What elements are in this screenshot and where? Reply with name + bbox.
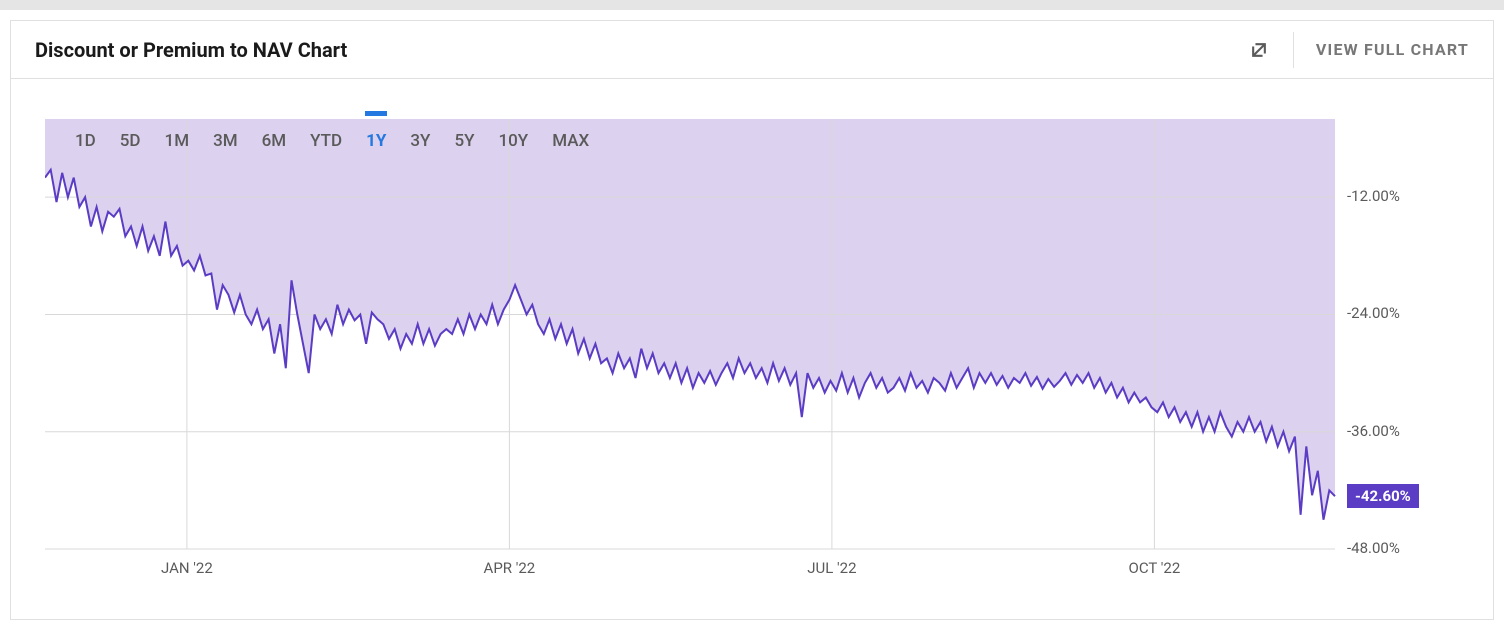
header-divider — [1293, 32, 1294, 68]
view-full-chart-button[interactable]: VIEW FULL CHART — [1316, 40, 1469, 59]
x-axis-label: OCT '22 — [1129, 559, 1181, 577]
range-btn-5d[interactable]: 5D — [120, 131, 141, 151]
y-axis-label: -12.00% — [1347, 187, 1400, 205]
range-btn-3m[interactable]: 3M — [213, 131, 238, 151]
x-axis-label: JUL '22 — [807, 559, 856, 577]
range-btn-ytd[interactable]: YTD — [310, 131, 342, 151]
top-gray-bar — [0, 0, 1504, 10]
x-axis-label: APR '22 — [484, 559, 536, 577]
chart-area: 1D 5D 1M 3M 6M YTD 1Y 3Y 5Y 10Y MAX -12.00% -24.00%… — [11, 79, 1493, 619]
panel-header: Discount or Premium to NAV Chart VIEW FU… — [11, 21, 1493, 79]
range-btn-max[interactable]: MAX — [552, 131, 589, 151]
panel-title: Discount or Premium to NAV Chart — [35, 38, 1247, 62]
chart-panel: Discount or Premium to NAV Chart VIEW FU… — [10, 20, 1494, 620]
expand-icon[interactable] — [1247, 38, 1271, 62]
range-btn-10y[interactable]: 10Y — [498, 131, 528, 151]
last-value-badge: -42.60% — [1347, 484, 1419, 508]
range-selector: 1D 5D 1M 3M 6M YTD 1Y 3Y 5Y 10Y MAX — [75, 131, 589, 151]
line-chart — [45, 119, 1455, 599]
header-actions: VIEW FULL CHART — [1247, 32, 1469, 68]
range-btn-1y[interactable]: 1Y — [366, 131, 386, 151]
y-axis-label: -24.00% — [1347, 304, 1400, 322]
range-btn-6m[interactable]: 6M — [262, 131, 287, 151]
x-axis-label: JAN '22 — [161, 559, 213, 577]
range-btn-3y[interactable]: 3Y — [410, 131, 430, 151]
range-btn-1d[interactable]: 1D — [75, 131, 96, 151]
range-btn-1m[interactable]: 1M — [165, 131, 190, 151]
range-btn-5y[interactable]: 5Y — [454, 131, 474, 151]
y-axis-label: -36.00% — [1347, 422, 1400, 440]
y-axis-label: -48.00% — [1347, 539, 1400, 557]
